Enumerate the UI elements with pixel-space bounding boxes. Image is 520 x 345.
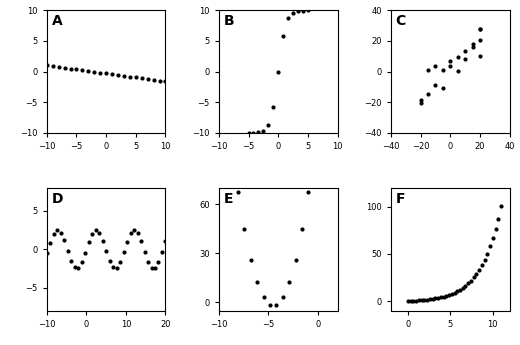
Text: D: D (51, 192, 63, 206)
Text: E: E (224, 192, 233, 206)
Text: B: B (224, 14, 234, 28)
Text: A: A (51, 14, 62, 28)
Text: F: F (396, 192, 405, 206)
Text: C: C (396, 14, 406, 28)
